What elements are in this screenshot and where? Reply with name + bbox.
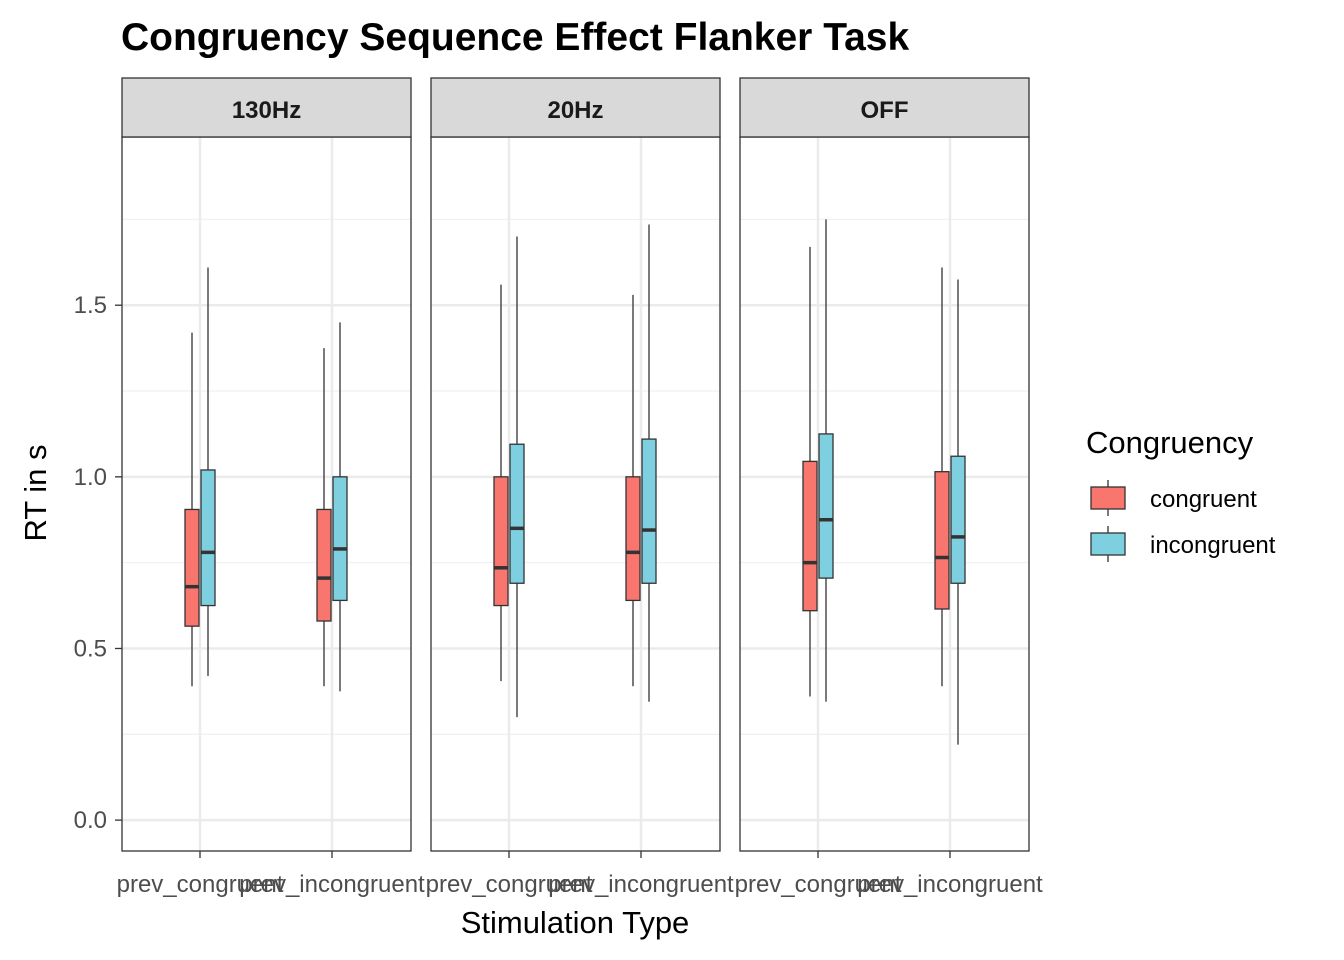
- box-incongruent-prev-congruent: [200, 267, 216, 676]
- box-congruent-prev-congruent: [184, 332, 200, 687]
- y-axis: 0.0 0.5 1.0 1.5: [74, 292, 122, 834]
- x-tick-label: prev_congruent: [426, 871, 593, 898]
- x-tick-label: prev_incongruent: [857, 871, 1043, 898]
- box-incongruent-prev-congruent: [509, 236, 525, 718]
- box-iqr: [316, 508, 332, 622]
- facet-panels: 130Hzprev_congruentprev_incongruent20Hzp…: [117, 77, 1043, 898]
- box-incongruent-prev-congruent: [818, 219, 834, 702]
- box-iqr: [641, 438, 657, 584]
- x-tick-label: prev_congruent: [735, 871, 902, 898]
- box-iqr: [493, 476, 509, 607]
- box-iqr: [934, 471, 950, 610]
- x-tick-label: prev_incongruent: [239, 871, 425, 898]
- legend-label: incongruent: [1150, 532, 1276, 559]
- x-axis-title: Stimulation Type: [461, 905, 690, 940]
- box-iqr: [950, 455, 966, 584]
- box-iqr: [509, 443, 525, 584]
- y-tick-label: 0.0: [74, 807, 107, 834]
- legend-key-incongruent: incongruent: [1090, 526, 1276, 562]
- y-axis-title: RT in s: [18, 444, 53, 541]
- box-congruent-prev-incongruent: [316, 348, 332, 687]
- box-congruent-prev-congruent: [493, 284, 509, 682]
- panel-background: [431, 137, 720, 851]
- legend-key-congruent: congruent: [1090, 480, 1257, 516]
- legend-key-box: [1090, 486, 1126, 510]
- strip-background: [121, 77, 412, 138]
- box-iqr: [802, 460, 818, 612]
- legend-key-box: [1090, 532, 1126, 556]
- box-congruent-prev-incongruent: [625, 294, 641, 687]
- panel-background: [740, 137, 1029, 851]
- y-tick-label: 1.0: [74, 464, 107, 491]
- x-tick-label: prev_incongruent: [548, 871, 734, 898]
- strip-label: 130Hz: [232, 97, 301, 124]
- strip-background: [739, 77, 1030, 138]
- legend-title: Congruency: [1086, 425, 1254, 460]
- box-congruent-prev-incongruent: [934, 267, 950, 687]
- strip-background: [430, 77, 721, 138]
- box-incongruent-prev-incongruent: [641, 224, 657, 702]
- legend: Congruency congruent incongruent: [1086, 425, 1276, 562]
- box-incongruent-prev-incongruent: [950, 279, 966, 745]
- legend-label: congruent: [1150, 486, 1257, 513]
- strip-label: OFF: [861, 97, 909, 124]
- box-iqr: [625, 476, 641, 602]
- box-iqr: [200, 469, 216, 607]
- box-iqr: [184, 508, 200, 627]
- y-tick-label: 0.5: [74, 635, 107, 662]
- x-tick-label: prev_congruent: [117, 871, 284, 898]
- box-iqr: [332, 476, 348, 602]
- strip-label: 20Hz: [547, 97, 603, 124]
- chart-title: Congruency Sequence Effect Flanker Task: [121, 16, 909, 59]
- box-incongruent-prev-incongruent: [332, 322, 348, 692]
- y-tick-label: 1.5: [74, 292, 107, 319]
- panel-background: [122, 137, 411, 851]
- box-congruent-prev-congruent: [802, 246, 818, 697]
- box-iqr: [818, 433, 834, 579]
